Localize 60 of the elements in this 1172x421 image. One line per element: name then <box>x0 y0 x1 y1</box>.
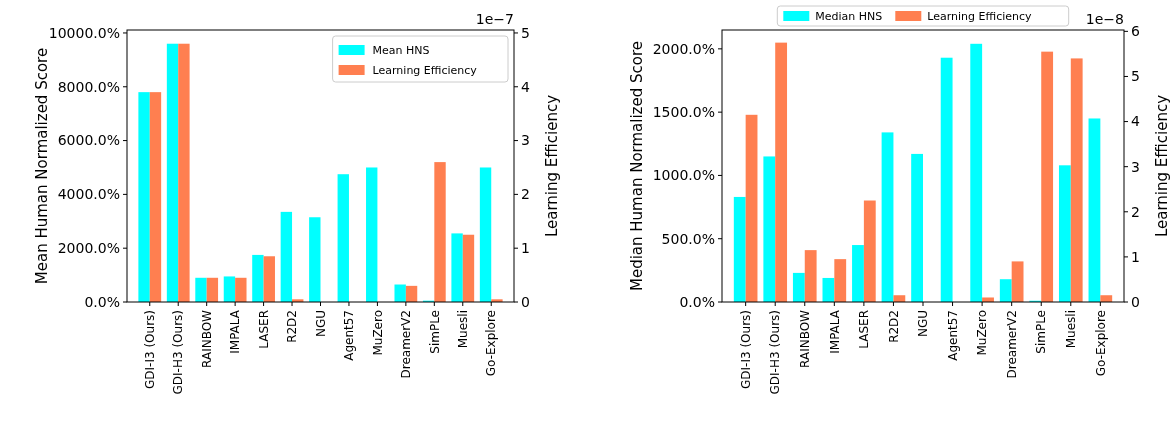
legend-label: Learning Efficiency <box>372 64 478 77</box>
x-tick-label: Go-Explore <box>484 310 499 377</box>
y-tick-label: 0.0% <box>84 293 120 310</box>
y2-axis-title: Learning Efficiency <box>1152 94 1171 238</box>
x-tick-label: Agent57 <box>945 310 960 361</box>
y2-tick-label: 1 <box>1131 248 1140 265</box>
y-axis-title: Median Human Normalized Score <box>628 40 646 292</box>
y2-tick-label: 2 <box>1131 203 1140 220</box>
text: 1e−7 <box>475 11 514 27</box>
x-tick-label: GDI-H3 (Ours) <box>768 310 783 395</box>
x-tick-label: Agent57 <box>342 310 357 361</box>
y-tick-label: 4000.0% <box>57 186 120 203</box>
y2-tick-label: 3 <box>521 132 530 149</box>
y-tick-label: 1000.0% <box>652 167 715 184</box>
x-tick-label: LASER <box>256 310 271 349</box>
y2-tick-label: 5 <box>521 24 530 41</box>
y2-tick-label: 1 <box>521 240 530 257</box>
y-tick-label: 500.0% <box>661 230 715 247</box>
y2-tick-label: 5 <box>1131 68 1140 85</box>
x-tick-label: SimPLe <box>1034 310 1049 354</box>
x-tick-label: Go-Explore <box>1093 310 1108 377</box>
x-tick-label: DreamerV2 <box>399 310 414 379</box>
y2-axis-title: Learning Efficiency <box>542 94 561 238</box>
x-tick-label: GDI-H3 (Ours) <box>171 310 186 395</box>
y-tick-label: 1500.0% <box>652 104 715 121</box>
x-tick-label: GDI-I3 (Ours) <box>142 310 157 389</box>
y2-tick-label: 2 <box>521 186 530 203</box>
y2-tick-label: 0 <box>1131 293 1140 310</box>
y2-tick-label: 0 <box>521 293 530 310</box>
y2-tick-label: 4 <box>1131 113 1140 130</box>
legend-label: Learning Efficiency <box>927 10 1033 23</box>
x-tick-label: RAINBOW <box>797 309 812 368</box>
x-tick-label: IMPALA <box>228 309 243 354</box>
x-tick-label: IMPALA <box>827 309 842 354</box>
y2-tick-label: 6 <box>1131 23 1140 40</box>
y-tick-label: 6000.0% <box>57 132 120 149</box>
x-tick-label: GDI-I3 (Ours) <box>738 310 753 389</box>
x-tick-label: NGU <box>916 310 931 338</box>
legend-label: Mean HNS <box>372 44 430 57</box>
y-tick-label: 2000.0% <box>57 240 120 257</box>
x-tick-label: LASER <box>857 310 872 349</box>
x-tick-label: RAINBOW <box>199 309 214 368</box>
x-tick-label: R2D2 <box>285 310 300 343</box>
x-tick-label: R2D2 <box>886 310 901 343</box>
y2-tick-label: 4 <box>521 78 530 95</box>
x-tick-label: MuZero <box>370 310 385 356</box>
x-tick-label: Muesli <box>455 310 470 349</box>
y2-tick-label: 3 <box>1131 158 1140 175</box>
y-axis-title: Mean Human Normalized Score <box>33 47 51 285</box>
y-tick-label: 0.0% <box>679 293 715 310</box>
y-tick-label: 8000.0% <box>57 78 120 95</box>
x-tick-label: DreamerV2 <box>1004 310 1019 379</box>
x-tick-label: Muesli <box>1063 310 1078 349</box>
legend-label: Median HNS <box>815 10 883 23</box>
x-tick-label: SimPLe <box>427 310 442 354</box>
x-tick-label: MuZero <box>975 310 990 356</box>
y-tick-label: 10000.0% <box>48 24 120 41</box>
text: 1e−8 <box>1085 11 1124 27</box>
y-tick-label: 2000.0% <box>652 40 715 57</box>
x-tick-label: NGU <box>313 310 328 338</box>
